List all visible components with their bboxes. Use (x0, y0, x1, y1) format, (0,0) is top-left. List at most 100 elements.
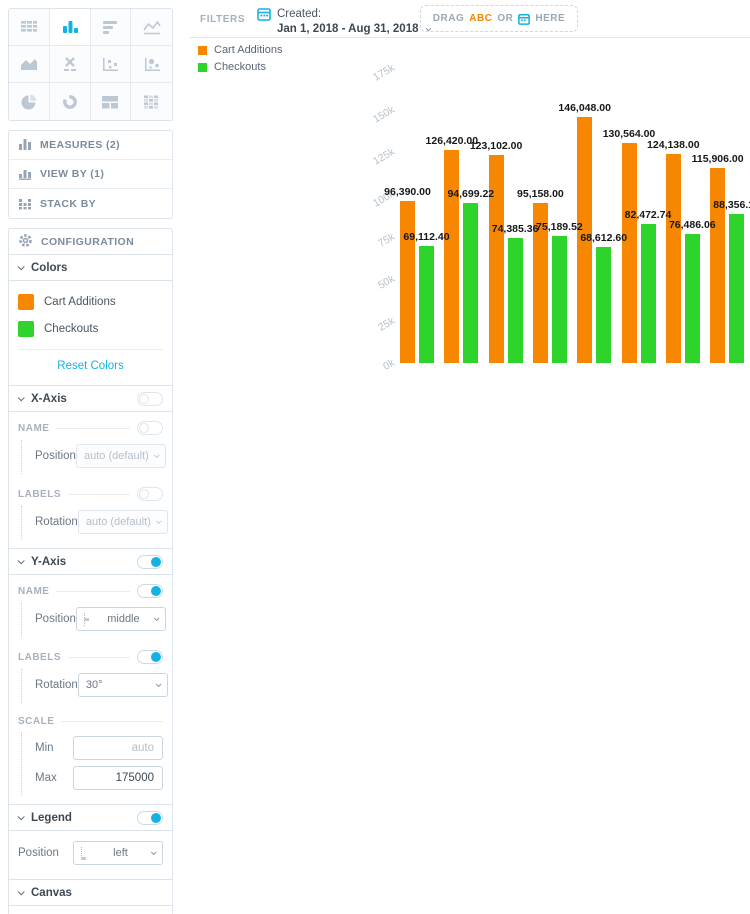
column-checkouts[interactable] (463, 203, 479, 363)
y-axis-min-input[interactable] (73, 736, 163, 760)
data-label: 95,158.00 (517, 187, 564, 200)
section-colors-header[interactable]: Colors (9, 255, 172, 281)
column-checkouts[interactable] (640, 223, 656, 363)
buckets-panel: MEASURES (2) VIEW BY (1) STACK BY (8, 130, 173, 219)
y-axis-toggle[interactable] (137, 554, 163, 569)
y-axis-scale-label: SCALE (18, 716, 55, 727)
x-axis-name-toggle[interactable] (137, 421, 163, 435)
section-canvas-body: Data Labels show Gridline (9, 906, 172, 914)
column-cart-additions[interactable] (488, 155, 504, 363)
column-checkouts[interactable] (729, 214, 745, 363)
section-colors-title: Colors (31, 261, 68, 274)
viz-type-bar[interactable] (90, 9, 132, 46)
y-axis-position-label: Position (35, 613, 76, 625)
date-filter[interactable]: Created: Jan 1, 2018 - Aug 31, 2018 (277, 4, 431, 37)
legend-toggle[interactable] (137, 810, 163, 825)
y-axis-position-dropdown[interactable]: middle (75, 607, 166, 631)
viz-type-line[interactable] (131, 9, 172, 46)
section-y-axis-body: NAME Position middle LABELS (9, 575, 172, 805)
column-cart-additions[interactable] (621, 142, 637, 363)
viz-type-headline[interactable] (49, 46, 91, 83)
column-checkouts[interactable] (507, 237, 523, 363)
bucket-view-by[interactable]: VIEW BY (1) (9, 160, 172, 189)
column-cart-additions[interactable] (577, 116, 593, 363)
dropzone-drag-text: DRAG (432, 13, 465, 24)
viz-type-heatmap[interactable] (131, 83, 172, 120)
dropzone-or-text: OR (497, 13, 514, 24)
color-swatch-cart-additions[interactable] (18, 293, 34, 310)
y-axis-tick-label: 75k (376, 230, 397, 250)
y-axis-labels-label: LABELS (18, 651, 61, 663)
y-axis-name-label: NAME (18, 585, 50, 597)
legend-label-cart-additions: Cart Additions (214, 44, 283, 56)
bucket-measures[interactable]: MEASURES (2) (9, 131, 172, 160)
viz-type-column[interactable] (49, 9, 91, 46)
divider (61, 721, 163, 722)
reset-colors-link[interactable]: Reset Colors (57, 359, 124, 372)
column-checkouts[interactable] (419, 246, 434, 363)
data-label: 96,390.00 (384, 185, 431, 198)
y-axis-rotation-dropdown[interactable]: 30° (77, 673, 168, 697)
section-canvas-header[interactable]: Canvas (9, 880, 172, 906)
legend-position-dropdown[interactable]: left (73, 841, 163, 865)
divider (18, 349, 163, 350)
data-label: 124,138.00 (647, 138, 700, 151)
scatter-plot-icon (99, 55, 121, 73)
y-axis-min-label: Min (35, 742, 54, 754)
filter-dropzone[interactable]: DRAG ABC OR HERE (420, 5, 578, 32)
treemap-icon (99, 93, 121, 111)
y-axis-max-input[interactable] (73, 766, 163, 790)
area-chart-icon (18, 55, 40, 73)
legend-item-checkouts[interactable]: Checkouts (198, 61, 282, 73)
column-cart-additions[interactable] (444, 149, 460, 363)
section-legend-header[interactable]: Legend (9, 805, 172, 831)
column-checkouts[interactable] (551, 236, 567, 363)
configuration-header[interactable]: CONFIGURATION (9, 229, 172, 255)
x-axis-labels-toggle[interactable] (137, 487, 163, 501)
column-checkouts[interactable] (684, 234, 700, 363)
section-y-axis-title: Y-Axis (31, 555, 67, 568)
date-filter-range: Jan 1, 2018 - Aug 31, 2018 (277, 23, 419, 35)
filter-bar: FILTERS Created: Jan 1, 2018 - Aug 31, 2… (190, 0, 750, 38)
y-axis-max-label: Max (35, 772, 57, 784)
x-axis-position-dropdown[interactable]: auto (default) (75, 444, 166, 468)
column-cart-additions[interactable] (532, 202, 548, 363)
calendar-icon (518, 13, 531, 25)
configuration-title: CONFIGURATION (41, 235, 135, 248)
legend-item-cart-additions[interactable]: Cart Additions (198, 44, 282, 56)
chevron-down-icon (155, 681, 162, 688)
x-axis-rotation-dropdown[interactable]: auto (default) (77, 510, 168, 534)
line-chart-icon (141, 18, 163, 36)
column-cart-additions[interactable] (710, 167, 726, 363)
chart-legend: Cart Additions Checkouts (198, 44, 282, 78)
chevron-down-icon (17, 557, 25, 565)
color-item-checkouts[interactable]: Checkouts (18, 315, 163, 342)
y-axis-name-toggle[interactable] (137, 584, 163, 598)
viz-type-donut[interactable] (49, 83, 91, 120)
section-x-axis-body: NAME Position auto (default) LABELS (9, 412, 172, 549)
bucket-stack-by[interactable]: STACK BY (9, 189, 172, 218)
color-swatch-checkouts[interactable] (18, 320, 34, 337)
section-x-axis-header[interactable]: X-Axis (9, 386, 172, 412)
column-checkouts[interactable] (596, 247, 612, 363)
color-item-cart-additions[interactable]: Cart Additions (18, 288, 163, 315)
data-label: 115,906.00 (691, 152, 744, 165)
viz-type-bubble[interactable] (131, 46, 172, 83)
section-y-axis-header[interactable]: Y-Axis (9, 549, 172, 575)
column-cart-additions[interactable] (400, 200, 415, 363)
divider (56, 427, 130, 429)
viz-type-treemap[interactable] (90, 83, 132, 120)
column-cart-additions[interactable] (665, 153, 681, 363)
calendar-icon (257, 7, 271, 26)
y-axis-labels-toggle[interactable] (137, 650, 163, 664)
chevron-down-icon (155, 518, 162, 525)
viz-type-area[interactable] (9, 46, 50, 83)
data-label: 123,102.00 (469, 140, 523, 153)
viz-type-table[interactable] (9, 9, 50, 46)
viz-type-pie[interactable] (9, 83, 50, 120)
data-label: 126,420.00 (425, 134, 479, 147)
viz-type-scatter[interactable] (90, 46, 132, 83)
x-axis-toggle[interactable] (137, 391, 163, 406)
bucket-stack-by-label: STACK BY (40, 197, 97, 210)
y-axis-tick-label: 150k (371, 104, 397, 126)
